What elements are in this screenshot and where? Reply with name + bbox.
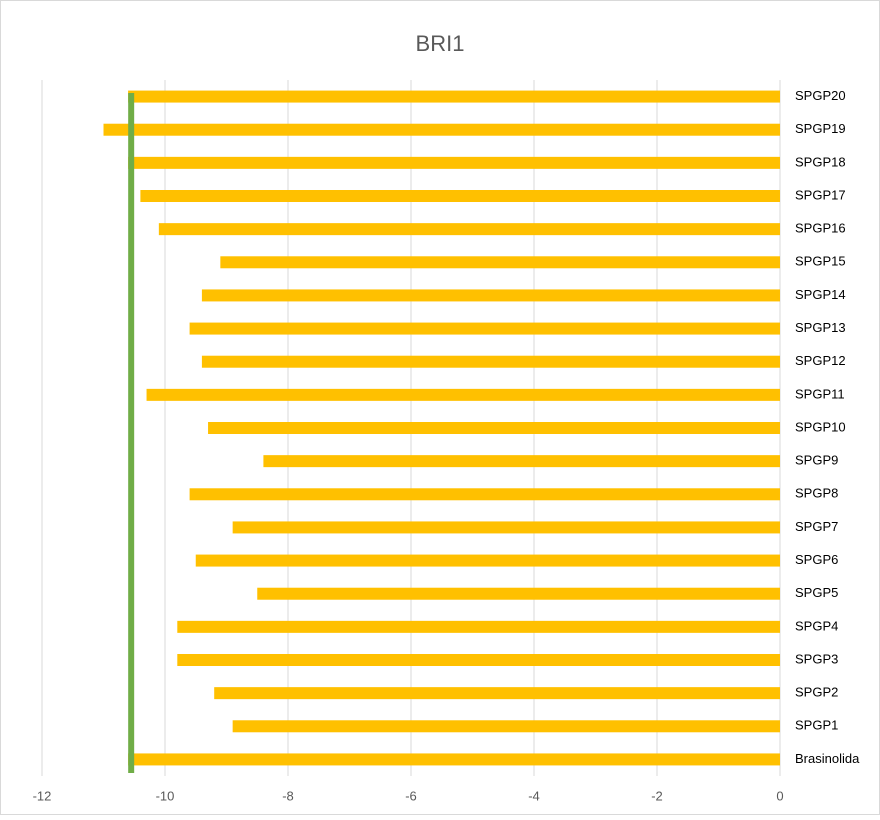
y-tick-label: SPGP9	[795, 453, 838, 468]
y-tick-label: SPGP5	[795, 585, 838, 600]
x-tick-label: -8	[282, 788, 294, 803]
x-tick-label: 0	[776, 788, 783, 803]
bar	[177, 620, 781, 633]
bar	[257, 587, 780, 600]
bar	[128, 753, 781, 766]
bar	[189, 322, 781, 335]
bar	[128, 90, 781, 103]
bar	[214, 687, 780, 700]
bar	[189, 488, 781, 501]
x-tick-label: -6	[405, 788, 417, 803]
bar	[140, 190, 780, 202]
y-tick-label: SPGP11	[795, 386, 845, 401]
bar	[220, 256, 781, 269]
y-tick-label: SPGP19	[795, 121, 846, 136]
y-tick-label: SPGP17	[795, 187, 846, 202]
bar	[232, 521, 780, 534]
bar	[103, 123, 780, 136]
y-tick-label: SPGP2	[795, 685, 838, 700]
bar	[158, 223, 781, 236]
x-tick-label: -4	[528, 788, 540, 803]
bar	[146, 388, 781, 401]
y-tick-label: SPGP18	[795, 154, 846, 169]
bar	[177, 654, 781, 666]
x-tick-label: -12	[33, 788, 52, 803]
bar	[263, 455, 780, 468]
bar	[201, 289, 780, 302]
x-tick-label: -2	[651, 788, 663, 803]
y-tick-label: SPGP13	[795, 320, 846, 335]
y-tick-label: SPGP10	[795, 419, 846, 434]
y-tick-label: SPGP16	[795, 221, 846, 236]
y-tick-label: SPGP12	[795, 353, 846, 368]
bar	[128, 156, 781, 169]
bar	[201, 355, 780, 368]
x-tick-label: -10	[156, 788, 175, 803]
bar	[195, 554, 780, 567]
y-tick-label: SPGP20	[795, 88, 846, 103]
y-tick-label: SPGP8	[795, 486, 838, 501]
y-tick-label: SPGP1	[795, 718, 838, 733]
y-tick-label: SPGP3	[795, 651, 838, 666]
y-tick-label: SPGP7	[795, 519, 838, 534]
y-tick-label: SPGP14	[795, 287, 846, 302]
bar	[232, 720, 780, 733]
bar	[208, 422, 781, 434]
y-tick-label: SPGP4	[795, 618, 838, 633]
y-tick-label: SPGP15	[795, 254, 846, 269]
y-tick-label: Brasinolida	[795, 751, 860, 766]
chart-title: BRI1	[416, 31, 465, 56]
y-tick-label: SPGP6	[795, 552, 838, 567]
